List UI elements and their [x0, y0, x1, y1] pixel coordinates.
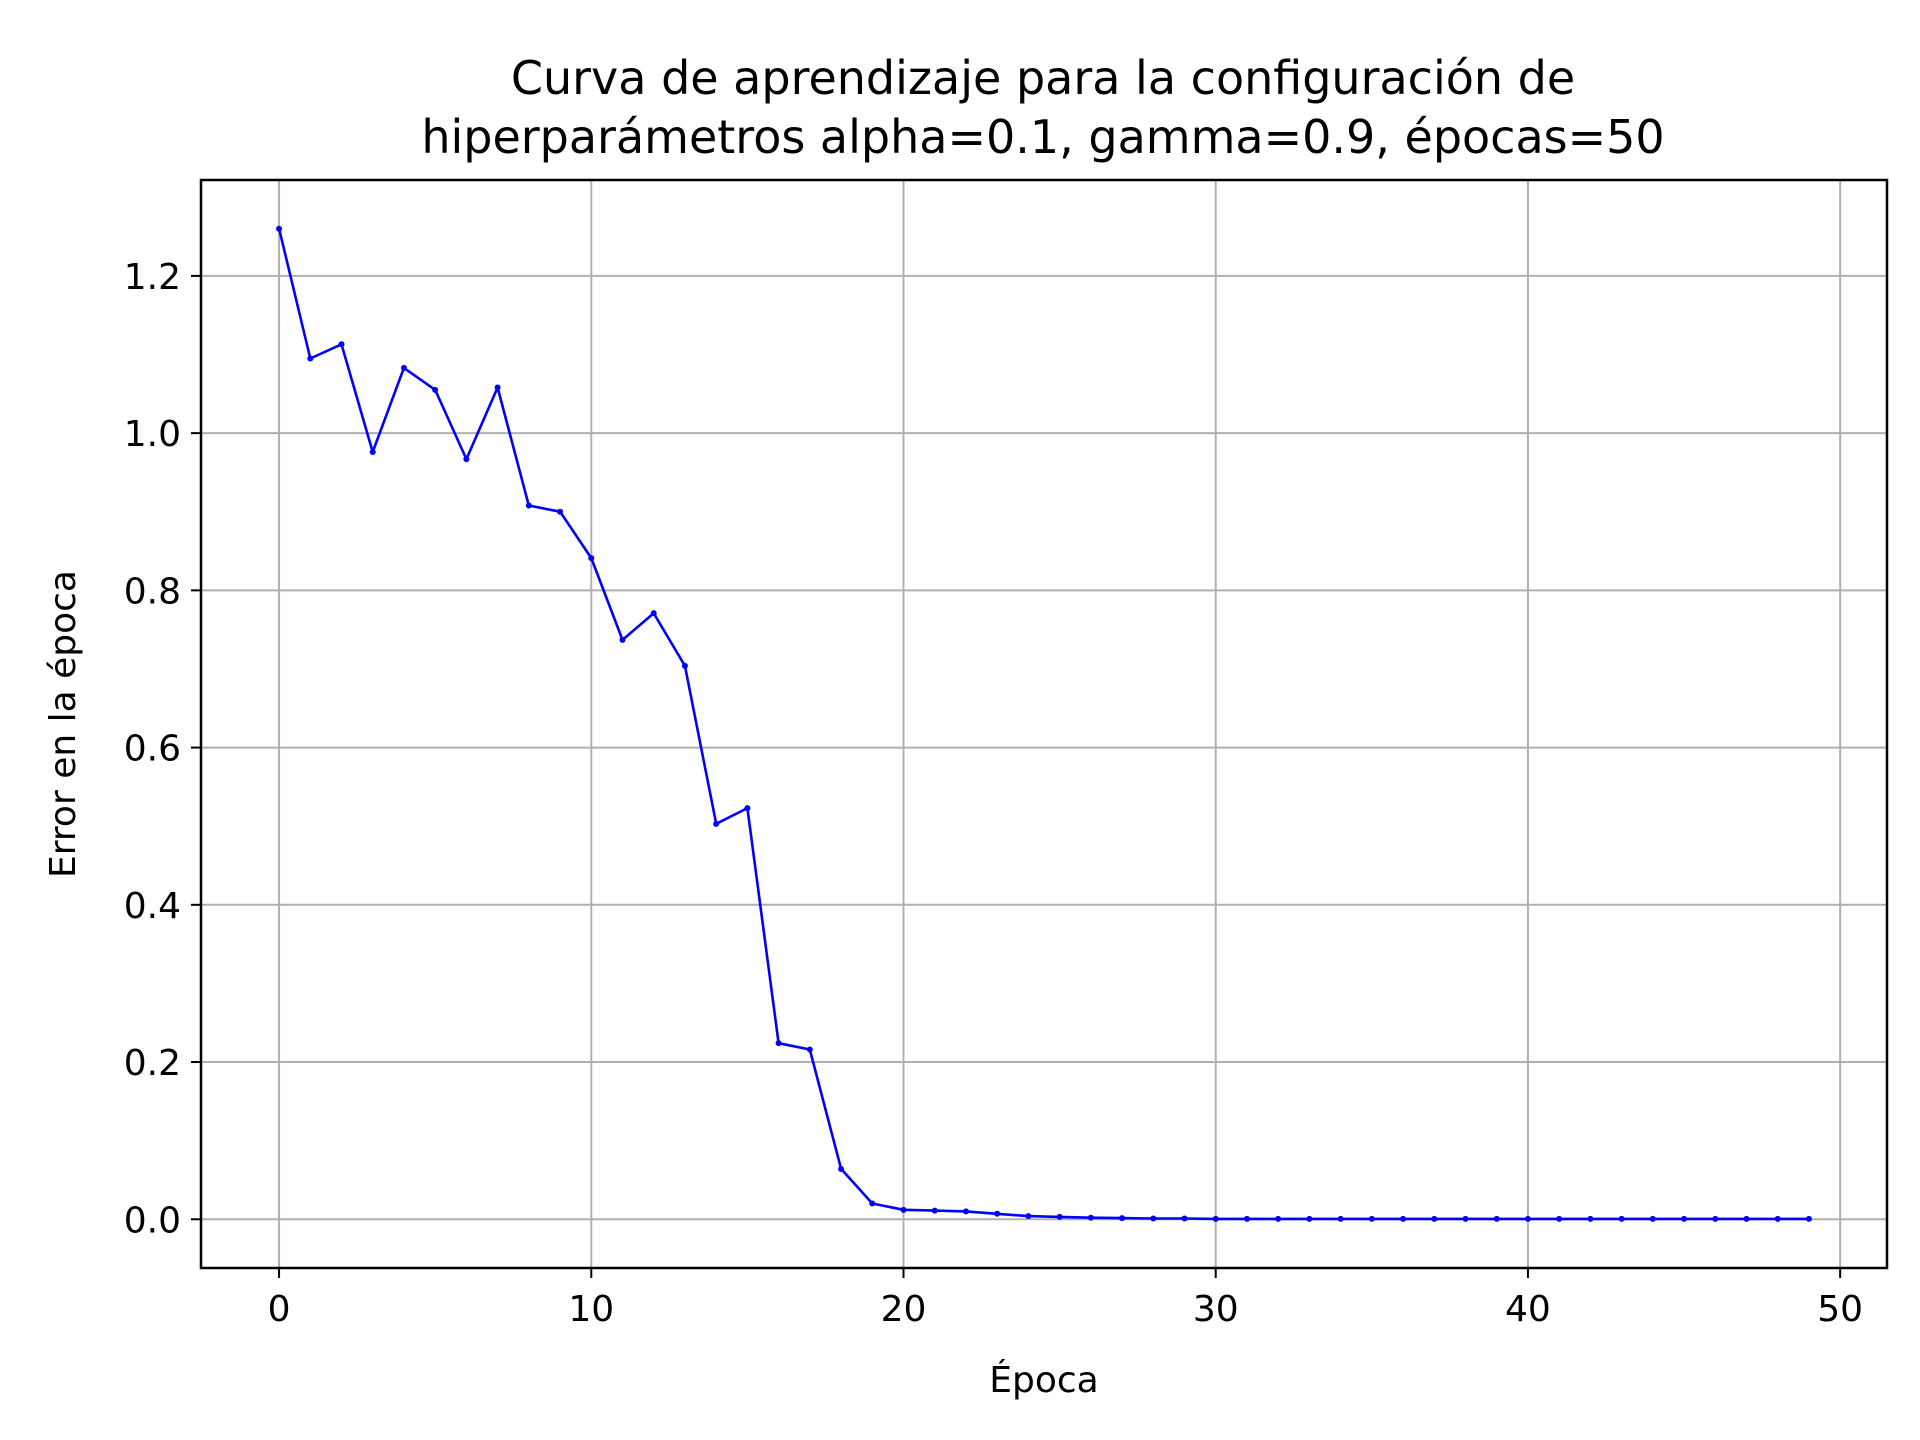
data-point	[1056, 1213, 1063, 1220]
y-tick-label: 0.8	[124, 571, 181, 612]
x-tick-label: 50	[1817, 1289, 1863, 1330]
data-point	[994, 1210, 1001, 1217]
data-point	[1275, 1215, 1282, 1222]
data-point	[557, 508, 564, 515]
y-tick-label: 1.0	[124, 414, 181, 455]
data-point	[1681, 1215, 1688, 1222]
data-point	[838, 1165, 845, 1172]
y-tick-label: 0.6	[124, 729, 181, 770]
data-point	[1025, 1213, 1032, 1220]
data-point	[1805, 1215, 1812, 1222]
data-point	[931, 1207, 938, 1214]
series-layer	[276, 225, 1812, 1222]
data-point	[1368, 1215, 1375, 1222]
data-point	[806, 1046, 813, 1053]
chart-title-line-1: Curva de aprendizaje para la configuraci…	[511, 51, 1575, 105]
data-point	[494, 384, 501, 391]
data-point	[681, 662, 688, 669]
data-point	[1431, 1215, 1438, 1222]
data-point	[1649, 1215, 1656, 1222]
data-point	[307, 355, 314, 362]
data-point	[1524, 1215, 1531, 1222]
data-point	[400, 364, 407, 371]
data-point	[1337, 1215, 1344, 1222]
x-tick-label: 40	[1505, 1289, 1551, 1330]
y-tick-label: 0.0	[124, 1200, 181, 1241]
y-axis-label: Error en la época	[43, 570, 84, 878]
data-point	[1243, 1215, 1250, 1222]
series-line	[277, 228, 1809, 1221]
data-point	[1587, 1215, 1594, 1222]
y-tick-label: 1.2	[124, 257, 181, 298]
x-tick-label: 0	[268, 1289, 291, 1330]
data-point	[588, 555, 595, 562]
data-point	[276, 225, 283, 232]
grid-lines	[201, 180, 1887, 1268]
data-point	[1774, 1215, 1781, 1222]
x-axis-label: Época	[989, 1359, 1098, 1401]
data-point	[744, 805, 751, 812]
data-point	[525, 502, 532, 509]
data-point	[1743, 1215, 1750, 1222]
data-point	[1712, 1215, 1719, 1222]
data-point	[1493, 1215, 1500, 1222]
data-point	[869, 1200, 876, 1207]
data-point	[1087, 1214, 1094, 1221]
chart-title-line-2: hiperparámetros alpha=0.1, gamma=0.9, ép…	[421, 110, 1664, 164]
x-tick-label: 20	[881, 1289, 927, 1330]
data-point	[1150, 1215, 1157, 1222]
data-point	[432, 386, 439, 393]
data-point	[962, 1208, 969, 1215]
y-tick-label: 0.2	[124, 1043, 181, 1084]
data-point	[463, 456, 470, 463]
data-point	[1400, 1215, 1407, 1222]
data-point	[1556, 1215, 1563, 1222]
y-tick-label: 0.4	[124, 886, 181, 927]
data-point	[713, 820, 720, 827]
data-point	[1306, 1215, 1313, 1222]
data-point	[650, 610, 657, 617]
data-point	[1181, 1215, 1188, 1222]
axis-ticks: 0 10 20 30 40 50 0.0 0.2 0.4 0.6 0.8 1.0 1.2	[124, 257, 1863, 1330]
data-point	[338, 341, 345, 348]
data-point	[369, 449, 376, 455]
data-point	[1119, 1215, 1126, 1222]
data-point	[900, 1206, 907, 1213]
data-point	[619, 636, 626, 643]
data-point	[1618, 1215, 1625, 1222]
data-point	[1212, 1215, 1219, 1222]
x-tick-label: 30	[1193, 1289, 1239, 1330]
x-tick-label: 10	[568, 1289, 614, 1330]
plot-frame	[199, 178, 1889, 1270]
data-point	[1462, 1215, 1469, 1222]
data-point	[775, 1040, 782, 1047]
